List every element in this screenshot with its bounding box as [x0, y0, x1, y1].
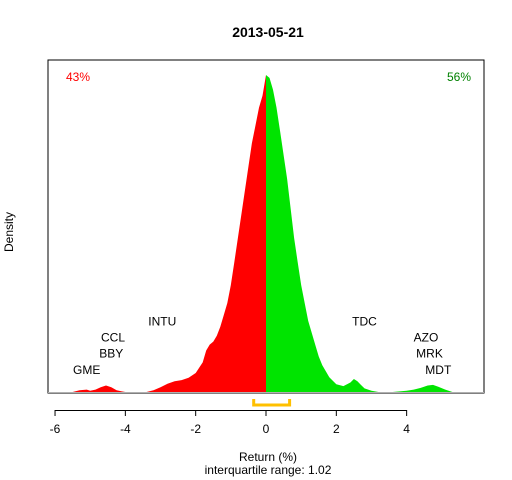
x-tick-label: -6 [50, 422, 61, 436]
density-layer [72, 75, 453, 392]
annotation-layer: GME BBY CCL INTU TDC AZO MRK MDT [73, 315, 452, 378]
negative-share-label: 43% [66, 70, 90, 84]
ticker-label-tdc: TDC [352, 315, 377, 329]
ticker-label-bby: BBY [99, 347, 123, 361]
iqr-bracket [252, 399, 292, 407]
iqr-caption: interquartile range: 1.02 [205, 463, 332, 477]
ticker-label-ccl: CCL [101, 331, 125, 345]
x-tick-label: 0 [263, 422, 270, 436]
iqr-bracket-line [252, 399, 292, 407]
x-tick-label: 2 [333, 422, 340, 436]
ticker-label-azo: AZO [414, 331, 439, 345]
x-tick-label: 4 [403, 422, 410, 436]
ticker-label-intu: INTU [148, 315, 176, 329]
ticker-label-mdt: MDT [425, 363, 452, 377]
ticker-label-gme: GME [73, 363, 100, 377]
x-axis: -6 -4 -2 0 2 4 [50, 410, 410, 436]
y-axis-label: Density [2, 212, 16, 252]
ticker-label-mrk: MRK [416, 347, 443, 361]
negative-density-area [72, 75, 266, 392]
x-tick-label: -2 [190, 422, 201, 436]
x-axis-label: Return (%) [239, 450, 297, 464]
chart-title: 2013-05-21 [232, 24, 304, 40]
positive-density-area [266, 75, 453, 392]
positive-share-label: 56% [447, 70, 471, 84]
x-tick-label: -4 [120, 422, 131, 436]
